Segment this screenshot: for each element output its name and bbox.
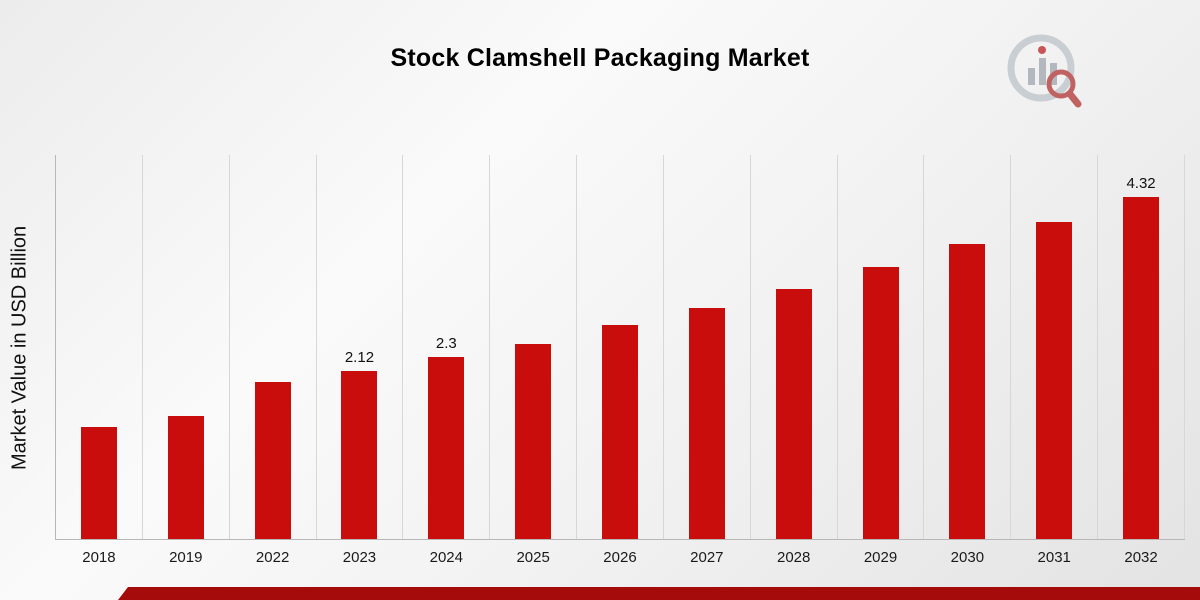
magnifier-icon — [1046, 69, 1076, 99]
x-tick-2019: 2019 — [169, 549, 203, 566]
bar-2022 — [254, 382, 291, 539]
magnifier-handle — [1066, 90, 1082, 108]
bar-slot-2024: 2.3 2024 — [403, 155, 491, 566]
brand-logo — [1007, 34, 1082, 108]
logo-ring — [1007, 34, 1075, 102]
plot-area: 2018 2019 2022 2.12 2023 2.3 2024 2025 2026 2027 2… — [55, 155, 1185, 566]
bar-slot-2018: 2018 — [56, 155, 143, 566]
x-tick-2023: 2023 — [342, 549, 377, 566]
bar-2028 — [775, 288, 812, 539]
bar-slot-2022: 2022 — [230, 155, 317, 566]
x-tick-2029: 2029 — [863, 549, 898, 566]
bar-slot-2025: 2025 — [490, 155, 578, 566]
bar-2024 — [428, 356, 465, 539]
bar-slot-2023: 2.12 2023 — [317, 155, 404, 566]
bar-2029 — [862, 266, 899, 539]
bar-value-label-2024: 2.3 — [435, 334, 457, 352]
chart-title: Stock Clamshell Packaging Market — [390, 44, 810, 72]
bar-2032 — [1123, 196, 1160, 539]
bar-2025 — [515, 344, 552, 539]
logo-bar-2 — [1039, 58, 1046, 85]
bar-2019 — [167, 416, 204, 539]
bar-2018 — [80, 426, 117, 539]
bar-slot-2032: 4.32 2032 — [1098, 155, 1185, 566]
x-tick-2030: 2030 — [950, 549, 985, 566]
x-tick-2028: 2028 — [776, 549, 811, 566]
x-tick-2031: 2031 — [1037, 549, 1071, 566]
bar-2023 — [341, 371, 378, 539]
bar-slot-2030: 2030 — [924, 155, 1012, 566]
bar-2030 — [949, 243, 986, 539]
bar-2031 — [1036, 221, 1073, 539]
bar-2026 — [601, 325, 638, 539]
x-tick-2025: 2025 — [516, 549, 550, 566]
logo-dot — [1038, 46, 1046, 54]
bar-2027 — [688, 307, 725, 539]
bar-value-label-2032: 4.32 — [1126, 174, 1156, 192]
bar-value-label-2023: 2.12 — [344, 349, 375, 367]
x-tick-2027: 2027 — [690, 549, 724, 566]
y-axis-label: Market Value in USD Billion — [8, 225, 31, 470]
x-tick-2024: 2024 — [429, 549, 463, 566]
logo-bar-1 — [1028, 68, 1035, 85]
x-tick-2018: 2018 — [82, 549, 116, 566]
bar-slot-2031: 2031 — [1011, 155, 1099, 566]
bar-slot-2027: 2027 — [664, 155, 751, 566]
bottom-accent-stripe — [118, 587, 1200, 600]
bar-slot-2029: 2029 — [838, 155, 925, 566]
bar-slot-2026: 2026 — [577, 155, 664, 566]
x-tick-2026: 2026 — [603, 549, 637, 566]
bar-slot-2019: 2019 — [143, 155, 230, 566]
bar-slot-2028: 2028 — [751, 155, 838, 566]
x-tick-2022: 2022 — [255, 549, 290, 566]
x-tick-2032: 2032 — [1124, 549, 1158, 566]
